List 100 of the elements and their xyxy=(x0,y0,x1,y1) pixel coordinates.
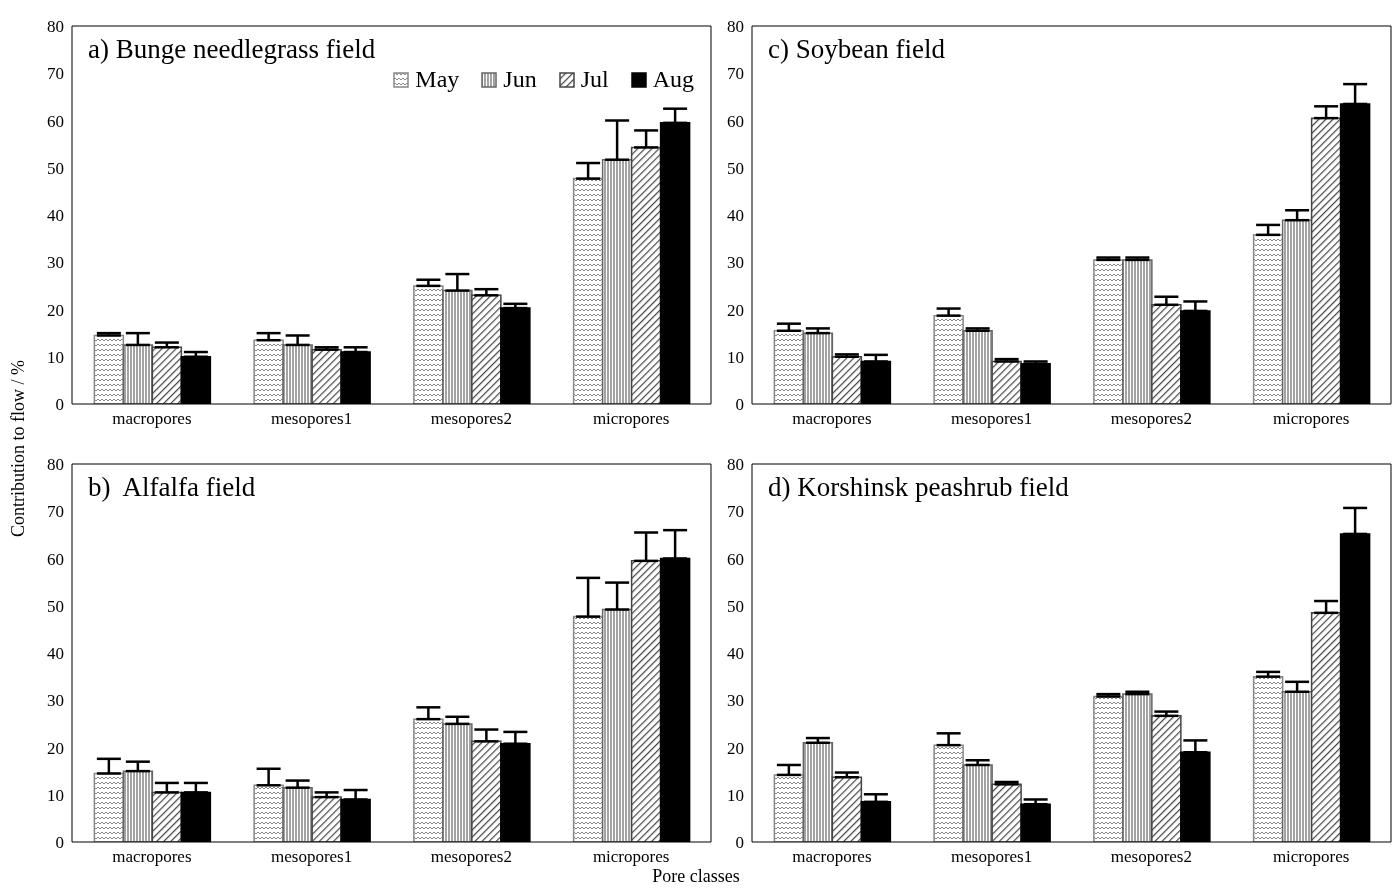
x-tick-label: mesopores1 xyxy=(271,847,353,867)
bar xyxy=(471,740,502,842)
bar xyxy=(311,348,342,404)
bar xyxy=(572,615,604,842)
bar xyxy=(991,360,1022,404)
x-tick-label: macropores xyxy=(112,409,192,429)
bar xyxy=(1093,259,1124,404)
bar xyxy=(802,742,834,842)
chart-title: c) Soybean field xyxy=(768,34,945,65)
y-tick-label: 10 xyxy=(727,785,744,805)
bar xyxy=(1281,691,1313,842)
y-tick-label: 70 xyxy=(727,64,744,84)
bar xyxy=(962,764,993,842)
legend-label: May xyxy=(415,66,460,93)
y-tick-label: 10 xyxy=(727,347,744,367)
y-tick-label: 80 xyxy=(47,455,64,475)
bar xyxy=(1252,234,1284,404)
y-tick-label: 60 xyxy=(727,549,744,569)
bar xyxy=(93,772,125,842)
y-tick-label: 70 xyxy=(727,502,744,522)
x-tick-label: mesopores1 xyxy=(271,409,353,429)
bar xyxy=(253,784,284,842)
bar xyxy=(282,344,313,404)
x-axis-title: Pore classes xyxy=(651,866,741,887)
bar xyxy=(122,770,154,842)
chart-title: d) Korshinsk peashrub field xyxy=(768,472,1069,503)
y-tick-label: 30 xyxy=(47,691,64,711)
y-tick-label: 20 xyxy=(47,738,64,758)
chart-title: a) Bunge needlegrass field xyxy=(88,34,376,65)
y-tick-label: 50 xyxy=(727,596,744,616)
x-tick-label: mesopores2 xyxy=(430,847,512,867)
x-tick-label: micropores xyxy=(592,409,670,429)
bar xyxy=(122,344,154,404)
bar xyxy=(151,791,183,842)
y-tick-label: 80 xyxy=(47,17,64,37)
bar xyxy=(831,356,863,404)
y-tick-label: 30 xyxy=(727,691,744,711)
bar xyxy=(1310,612,1342,842)
bar xyxy=(962,330,993,404)
bar xyxy=(991,783,1022,842)
bar xyxy=(253,339,284,404)
bar xyxy=(1122,259,1153,404)
y-tick-label: 80 xyxy=(727,17,744,37)
bar xyxy=(1252,675,1284,842)
y-tick-label: 70 xyxy=(47,502,64,522)
bar xyxy=(282,786,313,842)
legend-label: Jul xyxy=(580,66,609,93)
legend-label: Jun xyxy=(503,66,537,93)
bar xyxy=(1122,693,1153,842)
x-tick-label: micropores xyxy=(592,847,670,867)
x-tick-label: macropores xyxy=(792,409,872,429)
bar xyxy=(151,346,183,404)
x-tick-label: macropores xyxy=(792,847,872,867)
y-tick-label: 20 xyxy=(727,300,744,320)
bar xyxy=(831,776,863,842)
x-tick-label: mesopores2 xyxy=(1110,847,1192,867)
y-tick-label: 60 xyxy=(727,111,744,131)
bar xyxy=(1151,715,1182,842)
bar xyxy=(933,314,964,404)
y-tick-label: 50 xyxy=(47,596,64,616)
bar xyxy=(1151,304,1182,404)
bar xyxy=(773,330,805,404)
y-tick-label: 50 xyxy=(727,158,744,178)
y-tick-label: 40 xyxy=(727,206,744,226)
bar xyxy=(442,289,473,404)
y-tick-label: 40 xyxy=(47,206,64,226)
y-tick-label: 60 xyxy=(47,111,64,131)
y-tick-label: 50 xyxy=(47,158,64,178)
bar xyxy=(1310,117,1342,404)
y-tick-label: 70 xyxy=(47,64,64,84)
y-tick-label: 20 xyxy=(47,300,64,320)
bar xyxy=(1281,219,1313,404)
bar xyxy=(311,796,342,842)
legend-label: Aug xyxy=(652,66,694,93)
chart-title: b) Alfalfa field xyxy=(88,472,256,503)
y-tick-label: 10 xyxy=(47,347,64,367)
bar xyxy=(630,146,662,404)
y-tick-label: 40 xyxy=(727,644,744,664)
y-tick-label: 40 xyxy=(47,644,64,664)
bar xyxy=(93,334,125,404)
y-tick-label: 0 xyxy=(55,395,64,415)
y-tick-label: 0 xyxy=(735,395,744,415)
y-tick-label: 0 xyxy=(55,833,64,853)
bar xyxy=(773,774,805,842)
bar xyxy=(442,723,473,842)
bar xyxy=(471,294,502,404)
bar xyxy=(413,718,444,842)
bar xyxy=(413,285,444,404)
bar xyxy=(802,332,834,404)
y-tick-label: 80 xyxy=(727,455,744,475)
x-tick-label: macropores xyxy=(112,847,192,867)
y-tick-label: 20 xyxy=(727,738,744,758)
x-tick-label: mesopores1 xyxy=(951,847,1033,867)
bar xyxy=(630,560,662,842)
bar xyxy=(933,744,964,842)
y-tick-label: 0 xyxy=(735,833,744,853)
x-tick-label: mesopores1 xyxy=(951,409,1033,429)
y-tick-label: 30 xyxy=(727,253,744,273)
x-tick-label: micropores xyxy=(1272,847,1350,867)
x-tick-label: mesopores2 xyxy=(1110,409,1192,429)
